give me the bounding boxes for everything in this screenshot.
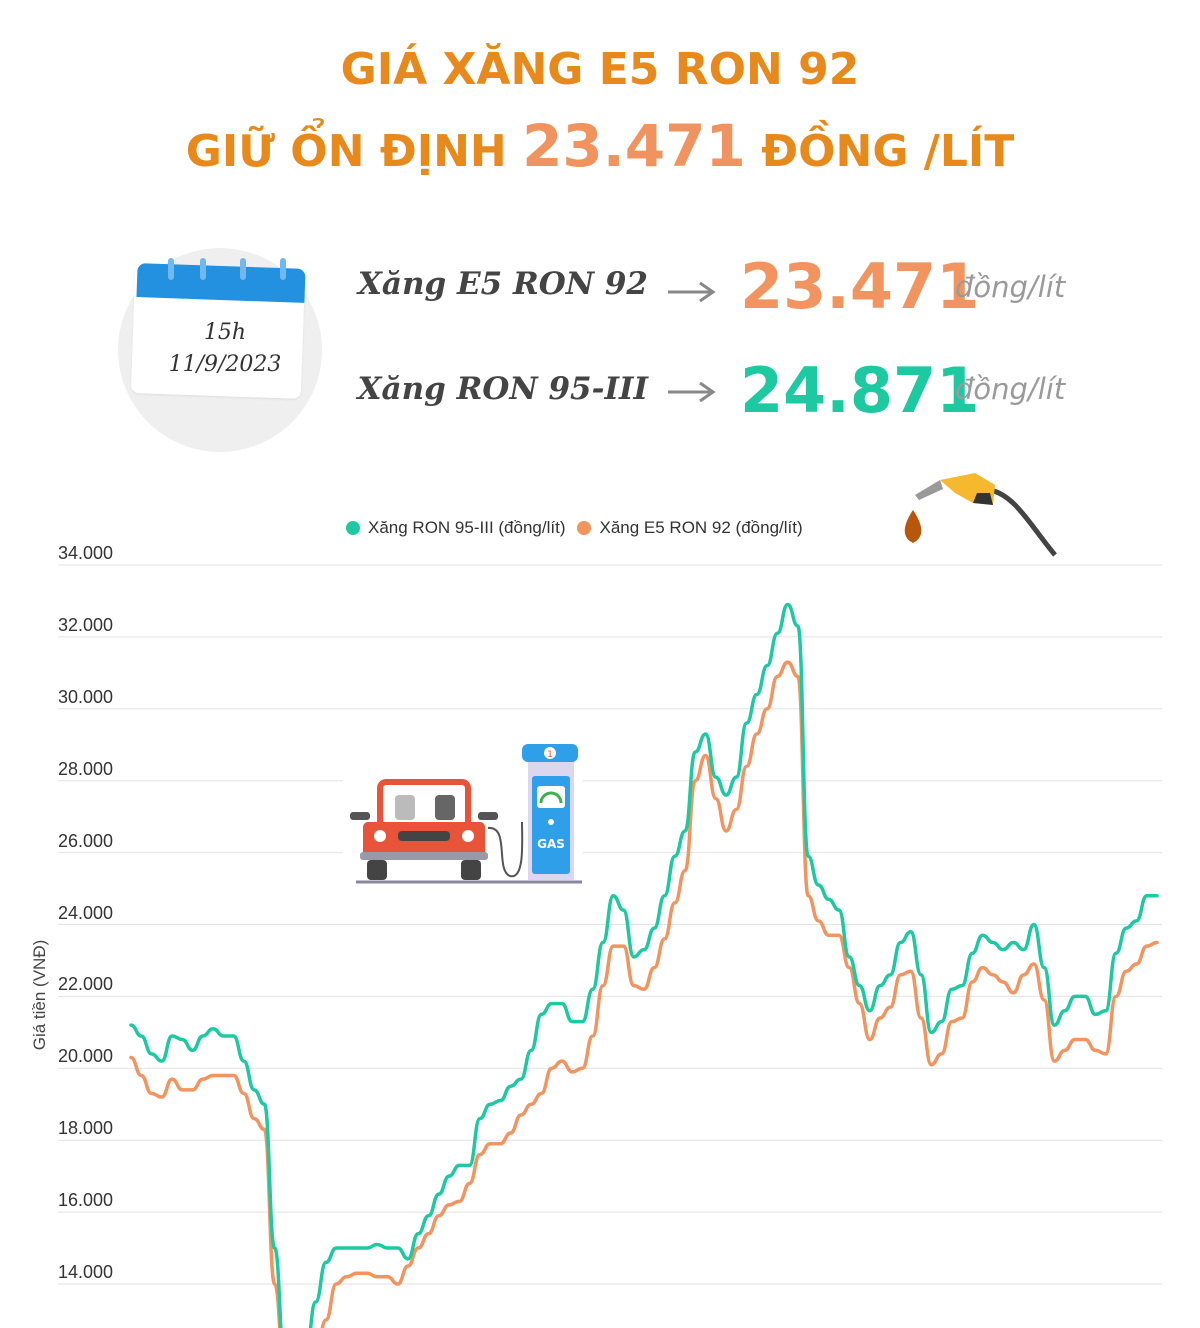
calendar-ring	[240, 258, 246, 280]
y-tick-label: 32.000	[58, 614, 114, 635]
price-unit-e5: đồng/lít	[955, 270, 1066, 304]
price-unit-ron95: đồng/lít	[955, 372, 1066, 406]
y-tick-label: 14.000	[58, 1262, 114, 1282]
y-tick-label: 26.000	[58, 830, 114, 851]
series-line-e5	[129, 660, 1159, 1328]
legend-label-ron95: Xăng RON 95-III (đồng/lít)	[368, 518, 566, 537]
arrow-right-icon	[668, 281, 716, 303]
gas-pump-icon: 1 GAS	[487, 744, 578, 880]
legend-marker-e5	[577, 521, 592, 535]
calendar-time: 15h	[203, 320, 247, 345]
pump-number: 1	[547, 750, 553, 760]
fuel-nozzle-icon	[904, 473, 1057, 557]
price-name-e5: Xăng E5 RON 92	[357, 266, 648, 302]
headline-suffix: ĐỒNG /LÍT	[761, 126, 1015, 177]
pump-label: GAS	[537, 837, 565, 851]
calendar-ring	[168, 258, 174, 280]
legend-marker-ron95	[346, 521, 360, 535]
y-tick-label: 24.000	[58, 902, 114, 923]
calendar-ring	[200, 258, 206, 280]
headline-line2: GIỮ ỔN ĐỊNH 23.471 ĐỒNG /LÍT	[0, 112, 1200, 180]
y-tick-label: 18.000	[58, 1118, 114, 1139]
headline-line1: GIÁ XĂNG E5 RON 92	[340, 44, 860, 95]
y-tick-label: 28.000	[58, 758, 114, 779]
y-tick-label: 22.000	[58, 974, 114, 995]
y-tick-label: 30.000	[58, 686, 114, 707]
y-tick-label: 16.000	[58, 1190, 114, 1211]
y-tick-label: 20.000	[58, 1046, 114, 1067]
price-value-ron95: 24.871	[740, 354, 980, 427]
price-name-ron95: Xăng RON 95-III	[357, 371, 648, 407]
calendar-ring	[280, 258, 286, 280]
arrow-right-icon	[668, 381, 716, 403]
y-tick-label: 34.000	[58, 543, 114, 563]
chart-legend: Xăng RON 95-III (đồng/lít) Xăng E5 RON 9…	[346, 518, 803, 538]
price-value-e5: 23.471	[740, 250, 980, 323]
calendar-date: 11/9/2023	[168, 352, 282, 377]
headline-prefix: GIỮ ỔN ĐỊNH	[185, 126, 507, 177]
legend-label-e5: Xăng E5 RON 92 (đồng/lít)	[599, 518, 803, 537]
headline-price: 23.471	[522, 112, 746, 180]
series-line-ron95	[129, 602, 1159, 1328]
